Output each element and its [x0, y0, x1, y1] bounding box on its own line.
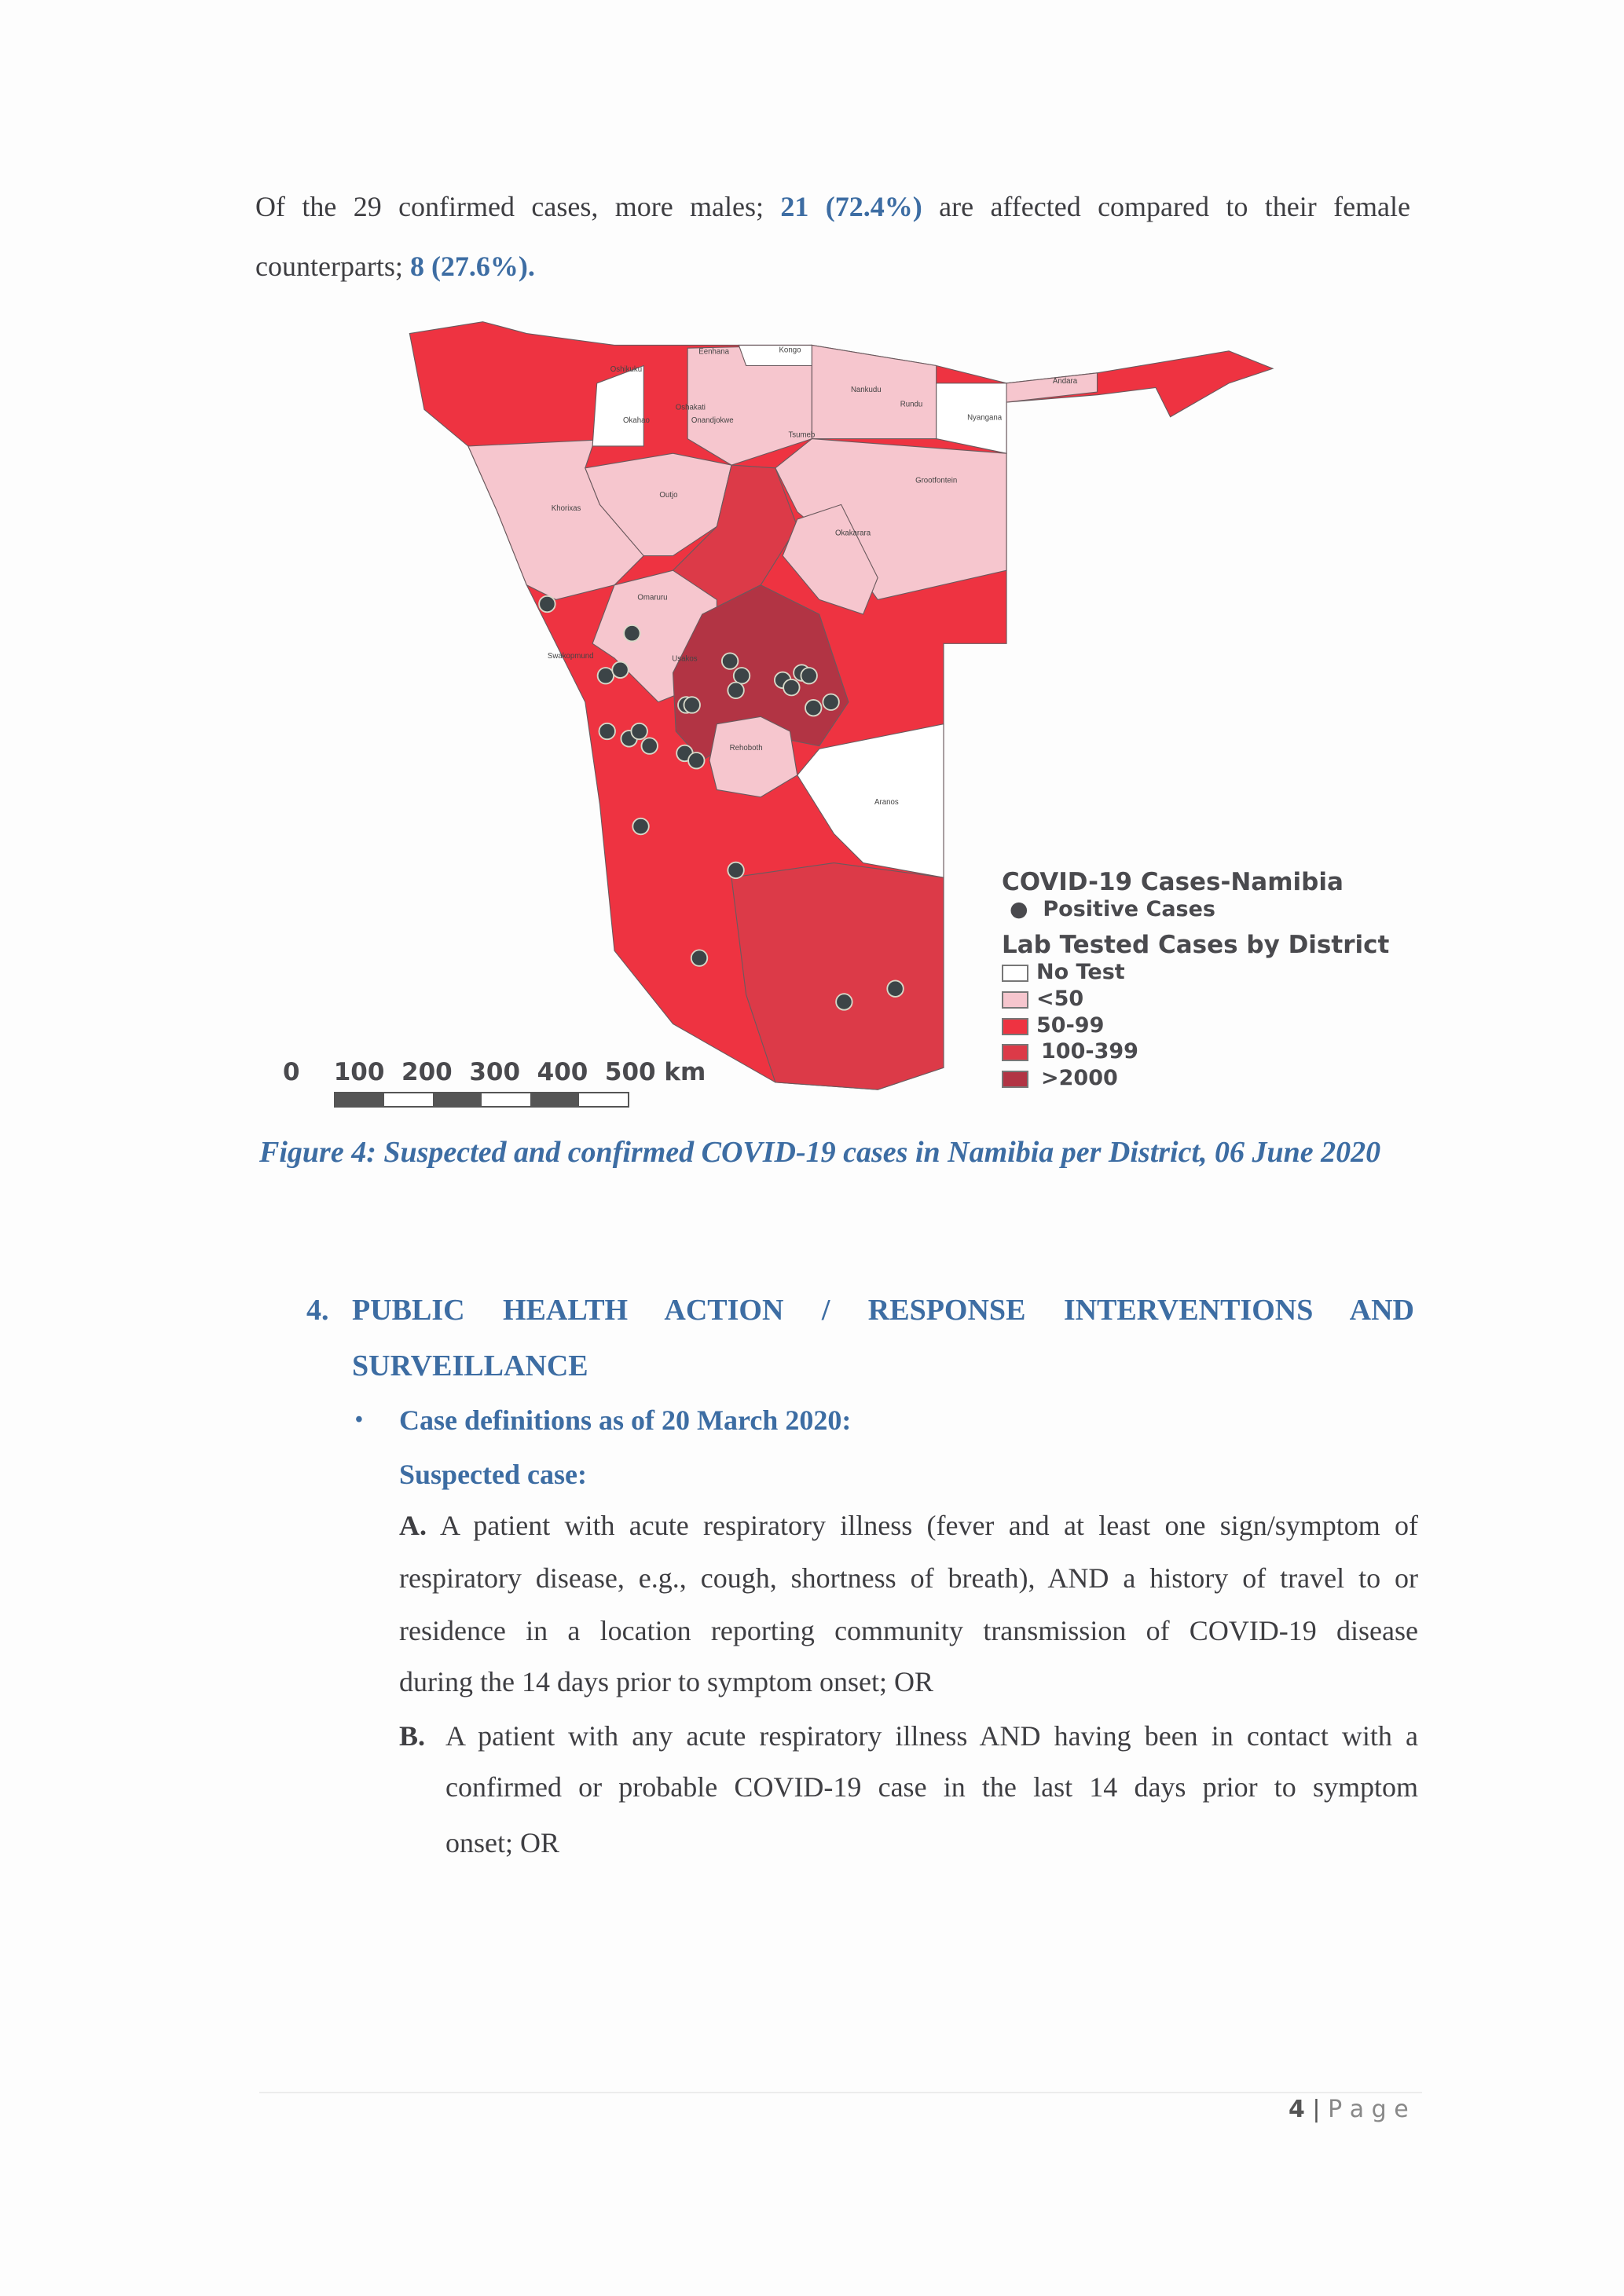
- male-count: 21 (72.4%): [780, 191, 922, 222]
- bullet-case-definitions: Case definitions as of 20 March 2020:: [399, 1404, 852, 1436]
- district-label: Tsumeb: [788, 431, 815, 440]
- district-lt50: [585, 452, 732, 557]
- para-a-line: during the 14 days prior to symptom onse…: [399, 1666, 933, 1697]
- legend-label: >2000: [1041, 1066, 1118, 1090]
- positive-case-dot: [538, 595, 556, 613]
- positive-case-dot-icon: ●: [1010, 897, 1028, 921]
- namibia-district-map: Oshikuku Eenhana Kongo Okahao Oshakati Onandj…: [409, 321, 1274, 1090]
- positive-case-dot: [800, 667, 818, 685]
- legend-label: <50: [1036, 987, 1084, 1011]
- positive-case-dot: [835, 993, 853, 1011]
- positive-case-dot: [683, 696, 701, 714]
- positive-case-dot: [632, 817, 650, 836]
- para-b-label: B.: [399, 1720, 426, 1752]
- para-b-line: onset; OR: [445, 1827, 560, 1858]
- legend-class: 50-99: [1002, 1013, 1104, 1038]
- legend-positive-cases: ● Positive Cases: [1010, 897, 1215, 921]
- district-label: Nankudu: [851, 386, 882, 394]
- scale-bar-labels: 0 100 200 300 400 500 km: [283, 1058, 706, 1086]
- intro-line-2: counterparts; 8 (27.6%).: [255, 249, 535, 284]
- district-lt50: [782, 504, 878, 615]
- district-label: Oshakati: [676, 403, 706, 412]
- positive-case-dot: [596, 667, 615, 685]
- female-count: 8 (27.6%).: [409, 251, 535, 282]
- district-label: Khorixas: [552, 504, 581, 513]
- intro-line-1: Of the 29 confirmed cases, more males; 2…: [255, 189, 1410, 224]
- para-a-line: respiratory disease, e.g., cough, shortn…: [399, 1562, 1418, 1594]
- positive-case-dot: [611, 661, 629, 679]
- positive-case-dot: [886, 980, 904, 998]
- positive-case-dot: [687, 752, 706, 770]
- positive-case-dot: [822, 693, 840, 711]
- district-label: Rundu: [900, 401, 923, 409]
- label: Positive Cases: [1043, 897, 1216, 921]
- district-label: Rehoboth: [730, 744, 763, 753]
- legend-swatch: [1002, 1043, 1028, 1061]
- bullet-icon: •: [355, 1408, 363, 1432]
- footer-divider: [259, 2092, 1422, 2093]
- text: Of the 29 confirmed cases, more males;: [255, 191, 764, 222]
- positive-case-dot: [630, 722, 648, 741]
- positive-case-dot: [598, 722, 616, 741]
- positive-case-dot: [732, 667, 751, 685]
- district-label: Omaruru: [637, 593, 667, 602]
- district-label: Usakos: [672, 655, 697, 664]
- page-number: 4: [1289, 2096, 1305, 2123]
- district-label: Kongo: [779, 346, 801, 355]
- district-label: Andara: [1053, 377, 1078, 386]
- scale-bar: [334, 1092, 629, 1108]
- legend-class: 100-399: [1002, 1039, 1138, 1064]
- separator: |: [1312, 2096, 1321, 2123]
- district-no-test: [592, 364, 644, 447]
- para-a-line: residence in a location reporting commun…: [399, 1615, 1418, 1646]
- district-label: Onandjokwe: [691, 416, 734, 425]
- subheading-suspected-case: Suspected case:: [399, 1459, 587, 1490]
- positive-case-dot: [640, 737, 658, 755]
- positive-case-dot: [783, 678, 801, 697]
- text: are affected compared to their female: [939, 191, 1411, 222]
- legend-subtitle: Lab Tested Cases by District: [1002, 931, 1390, 959]
- legend-label: 50-99: [1036, 1013, 1105, 1038]
- positive-case-dot: [727, 681, 745, 700]
- legend-class: >2000: [1002, 1066, 1118, 1090]
- positive-case-dot: [805, 699, 823, 717]
- legend-swatch: [1002, 964, 1028, 982]
- positive-case-dot: [720, 652, 739, 670]
- section-number: 4.: [306, 1294, 329, 1327]
- district-label: Eenhana: [698, 348, 729, 357]
- page-label: P a g e: [1328, 2096, 1409, 2123]
- district-label: Aranos: [874, 798, 899, 807]
- district-label: Nyangana: [967, 413, 1003, 422]
- district-label: Oshikuku: [610, 365, 642, 374]
- legend-swatch: [1002, 991, 1028, 1009]
- page-footer: 4 | P a g e: [1289, 2096, 1409, 2123]
- district-100-399: [731, 862, 944, 1090]
- figure-caption: Figure 4: Suspected and confirmed COVID-…: [259, 1136, 1381, 1169]
- legend-swatch: [1002, 1017, 1028, 1035]
- legend-title: COVID-19 Cases-Namibia: [1002, 868, 1344, 896]
- positive-case-dot: [727, 861, 745, 880]
- district-label: Okahao: [623, 416, 650, 425]
- para-a-line: A patient with acute respiratory illness…: [440, 1510, 1418, 1541]
- positive-case-dot: [623, 624, 641, 643]
- district-label: Grootfontein: [915, 476, 957, 485]
- para-b-line: confirmed or probable COVID-19 case in t…: [445, 1771, 1418, 1803]
- district-label: Outjo: [659, 491, 677, 500]
- legend-swatch: [1002, 1070, 1028, 1088]
- district-label: Okakarara: [835, 529, 871, 537]
- legend-class: No Test: [1002, 960, 1125, 984]
- legend-class: <50: [1002, 987, 1083, 1011]
- section-title-line-1: PUBLIC HEALTH ACTION / RESPONSE INTERVEN…: [352, 1294, 1414, 1327]
- para-a-label: A.: [399, 1510, 427, 1541]
- para-b-line: A patient with any acute respiratory ill…: [445, 1720, 1418, 1752]
- district-label: Swakopmund: [548, 652, 594, 661]
- section-title-line-2: SURVEILLANCE: [352, 1349, 588, 1382]
- positive-case-dot: [690, 949, 709, 967]
- district-lt50: [709, 716, 798, 798]
- district-lt50: [1006, 372, 1098, 403]
- text: counterparts;: [255, 251, 403, 282]
- legend-label: No Test: [1036, 960, 1125, 984]
- legend-label: 100-399: [1041, 1039, 1138, 1064]
